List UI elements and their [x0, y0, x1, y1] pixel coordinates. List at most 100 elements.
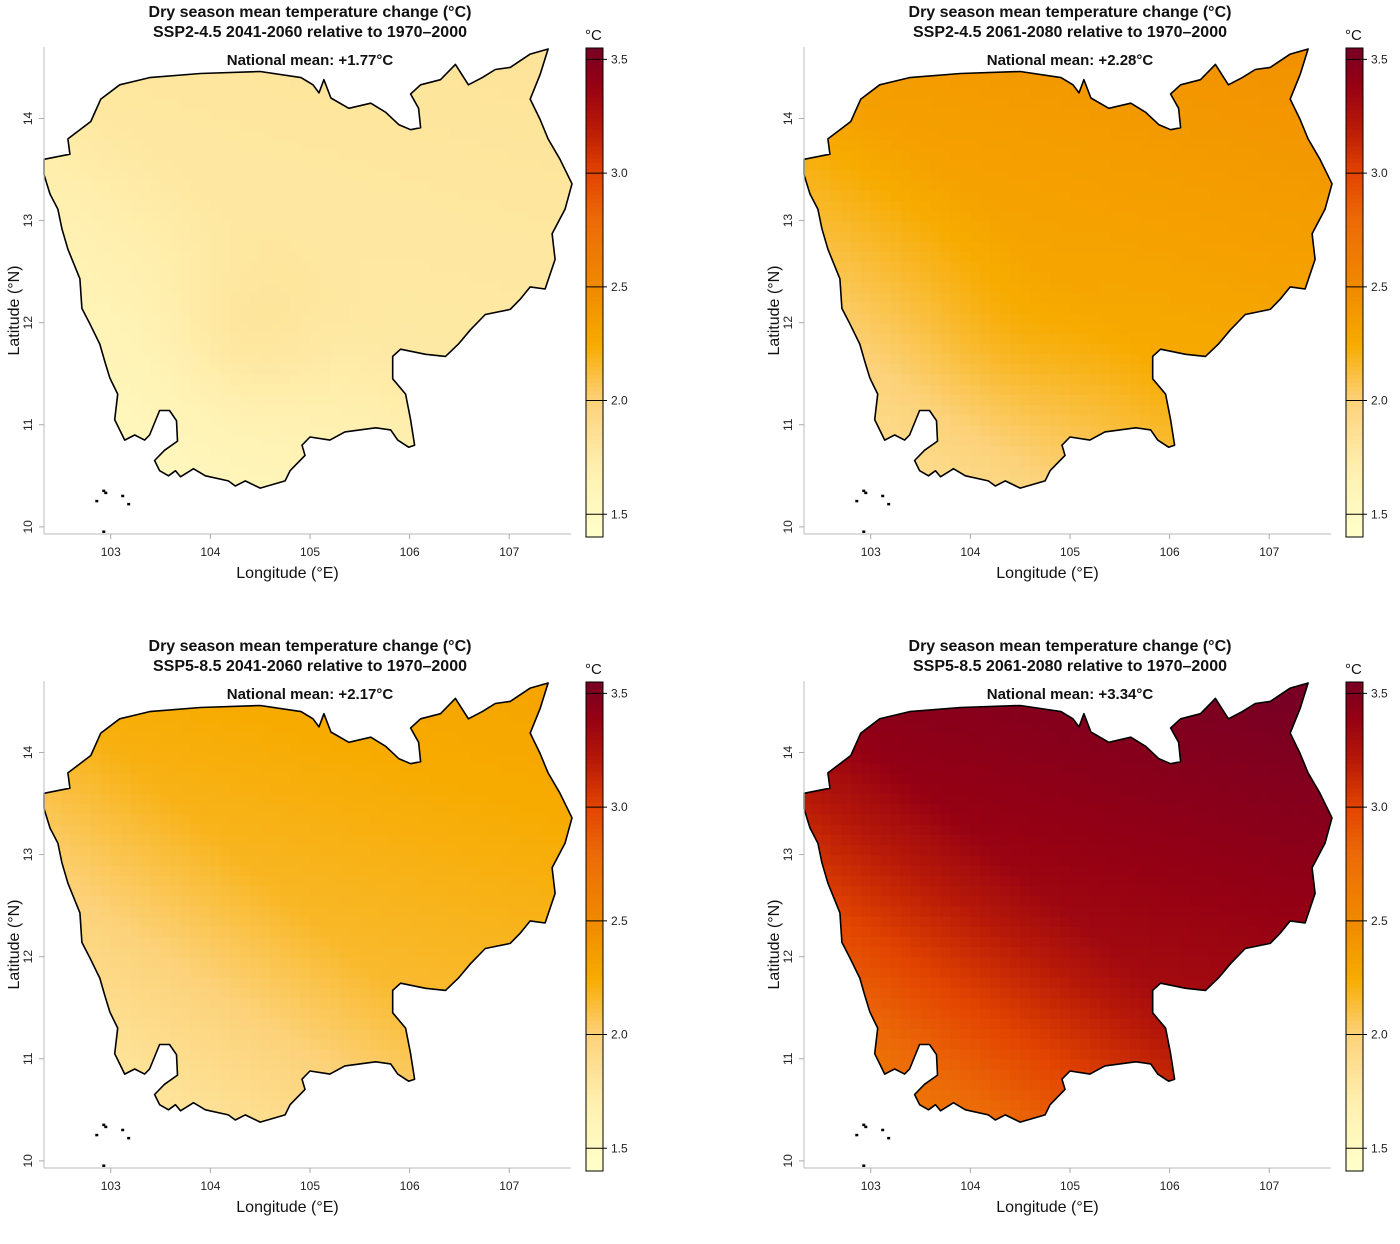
- field-cell: [131, 149, 142, 160]
- field-cell: [529, 129, 540, 140]
- field-cell: [240, 119, 251, 130]
- field-cell: [841, 88, 852, 99]
- field-cell: [300, 435, 311, 446]
- field-cell: [161, 333, 172, 344]
- field-cell: [1190, 221, 1201, 232]
- field-cell: [280, 170, 291, 181]
- field-cell: [529, 353, 540, 364]
- field-cell: [1160, 37, 1171, 48]
- field-cell: [200, 98, 211, 109]
- field-cell: [111, 261, 122, 272]
- field-cell: [1249, 200, 1260, 211]
- field-cell: [1050, 282, 1061, 293]
- field-cell: [891, 466, 902, 477]
- field-cell: [71, 180, 82, 191]
- field-cell: [950, 445, 961, 456]
- field-cell: [390, 180, 401, 191]
- field-cell: [1010, 67, 1021, 78]
- field-cell: [1219, 476, 1230, 487]
- field-cell: [1269, 272, 1280, 283]
- field-cell: [1040, 149, 1051, 160]
- field-cell: [891, 313, 902, 324]
- field-cell: [970, 261, 981, 272]
- colorbar-segment: [586, 309, 603, 314]
- field-cell: [310, 200, 321, 211]
- field-cell: [811, 486, 822, 497]
- field-cell: [210, 241, 221, 252]
- colorbar-segment: [586, 89, 603, 94]
- field-cell: [181, 78, 192, 89]
- field-cell: [181, 445, 192, 456]
- field-cell: [569, 364, 580, 375]
- field-cell: [1010, 221, 1021, 232]
- field-cell: [1130, 384, 1141, 395]
- field-cell: [340, 159, 351, 170]
- field-cell: [1200, 37, 1211, 48]
- field-cell: [931, 67, 942, 78]
- field-cell: [549, 455, 560, 466]
- field-cell: [990, 353, 1001, 364]
- field-cell: [91, 139, 102, 150]
- field-cell: [410, 210, 421, 221]
- field-cell: [911, 98, 922, 109]
- field-cell: [901, 292, 912, 303]
- field-cell: [811, 435, 822, 446]
- field-cell: [250, 384, 261, 395]
- field-cell: [81, 425, 92, 436]
- field-cell: [901, 384, 912, 395]
- field-cell: [430, 404, 441, 415]
- field-cell: [811, 404, 822, 415]
- field-cell: [290, 170, 301, 181]
- field-cell: [380, 313, 391, 324]
- field-cell: [121, 98, 132, 109]
- field-cell: [1090, 180, 1101, 191]
- field-cell: [841, 404, 852, 415]
- field-cell: [891, 261, 902, 272]
- field-cell: [479, 353, 490, 364]
- field-cell: [950, 425, 961, 436]
- colorbar-segment: [586, 223, 603, 228]
- field-cell: [811, 129, 822, 140]
- field-cell: [220, 37, 231, 48]
- field-cell: [950, 272, 961, 283]
- field-cell: [1309, 37, 1320, 48]
- field-cell: [970, 200, 981, 211]
- field-cell: [1050, 323, 1061, 334]
- field-cell: [1210, 190, 1221, 201]
- field-cell: [450, 108, 461, 119]
- field-cell: [1100, 302, 1111, 313]
- field-cell: [1229, 364, 1240, 375]
- field-cell: [51, 333, 62, 344]
- field-cell: [970, 323, 981, 334]
- field-cell: [250, 159, 261, 170]
- field-cell: [141, 190, 152, 201]
- field-cell: [1060, 425, 1071, 436]
- field-cell: [921, 455, 932, 466]
- field-cell: [1130, 241, 1141, 252]
- temperature-field: [41, 37, 590, 497]
- field-cell: [171, 272, 182, 283]
- field-cell: [479, 180, 490, 191]
- field-cell: [450, 47, 461, 58]
- field-cell: [360, 190, 371, 201]
- field-cell: [320, 282, 331, 293]
- field-cell: [1140, 261, 1151, 272]
- field-cell: [1210, 57, 1221, 68]
- field-cell: [51, 415, 62, 426]
- field-cell: [509, 251, 520, 262]
- field-cell: [310, 119, 321, 130]
- field-cell: [990, 221, 1001, 232]
- field-cell: [1219, 180, 1230, 191]
- field-cell: [141, 272, 152, 283]
- field-cell: [990, 323, 1001, 334]
- field-cell: [980, 98, 991, 109]
- field-cell: [1150, 98, 1161, 109]
- field-cell: [141, 374, 152, 385]
- field-cell: [131, 200, 142, 211]
- field-cell: [489, 476, 500, 487]
- field-cell: [831, 415, 842, 426]
- field-cell: [121, 190, 132, 201]
- field-cell: [400, 394, 411, 405]
- field-cell: [801, 67, 812, 78]
- field-cell: [941, 445, 952, 456]
